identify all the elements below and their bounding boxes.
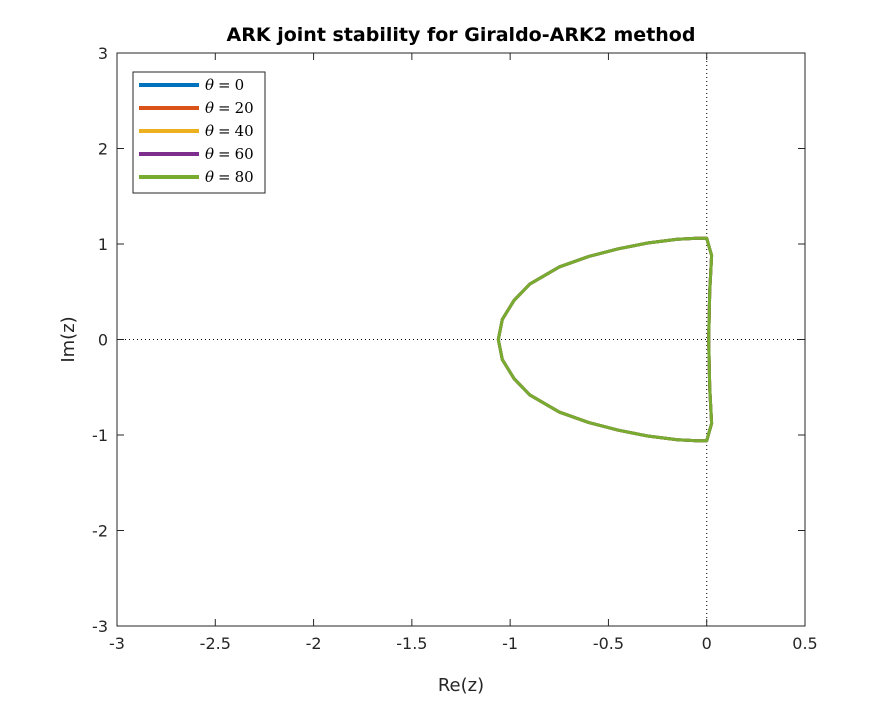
chart-title: ARK joint stability for Giraldo-ARK2 met… bbox=[227, 24, 696, 46]
x-tick-label: 0.5 bbox=[792, 634, 817, 653]
series-line-4 bbox=[496, 236, 714, 443]
legend: θ = 0 θ = 20 θ = 40 θ = 60 θ = 80 bbox=[132, 71, 266, 194]
legend-label-1: θ = 20 bbox=[205, 99, 254, 117]
legend-label-3: θ = 60 bbox=[205, 145, 254, 163]
y-tick-label: 1 bbox=[98, 235, 108, 254]
y-tick-label: 0 bbox=[98, 331, 108, 350]
x-tick-label: -3 bbox=[109, 634, 125, 653]
legend-label-2: θ = 40 bbox=[205, 122, 254, 140]
y-tick-label: -3 bbox=[92, 617, 108, 636]
y-tick-label: 3 bbox=[98, 44, 108, 63]
stability-curves bbox=[496, 236, 714, 443]
y-tick-label: -2 bbox=[92, 522, 108, 541]
x-tick-label: -1 bbox=[502, 634, 518, 653]
y-axis-label: Im(z) bbox=[58, 316, 79, 362]
x-tick-label: -2 bbox=[306, 634, 322, 653]
legend-label-4: θ = 80 bbox=[205, 168, 254, 186]
x-tick-label: -2.5 bbox=[200, 634, 231, 653]
axis-ticks: -3 -2.5 -2 -1.5 -1 -0.5 0 0.5 -3 -2 -1 0 1 2 3 bbox=[92, 44, 818, 653]
legend-label-0: θ = 0 bbox=[205, 76, 244, 94]
x-tick-label: -0.5 bbox=[593, 634, 624, 653]
y-tick-label: -1 bbox=[92, 426, 108, 445]
y-tick-label: 2 bbox=[98, 140, 108, 159]
x-tick-label: -1.5 bbox=[396, 634, 427, 653]
reference-lines bbox=[117, 53, 805, 626]
x-tick-label: 0 bbox=[702, 634, 712, 653]
x-axis-label: Re(z) bbox=[438, 675, 484, 696]
